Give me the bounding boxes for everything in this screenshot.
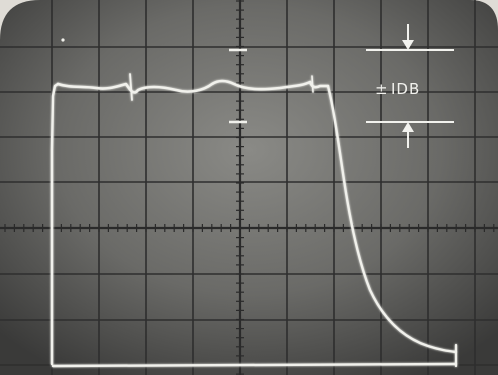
- trace-falling-edge: [326, 84, 458, 354]
- annotation-label: IDB: [391, 80, 420, 98]
- waveform-trace: [50, 73, 458, 368]
- trace-baseline: [51, 362, 458, 368]
- trace-rising-edge: [50, 82, 60, 366]
- up-arrow-icon: [402, 122, 414, 132]
- trace-spike: [129, 73, 133, 101]
- trace-dot: [61, 38, 65, 42]
- down-arrow-icon: [402, 40, 414, 50]
- db-annotation: [366, 24, 454, 148]
- annotation-plusminus: ±: [375, 80, 389, 98]
- tolerance-dashes: [229, 48, 247, 124]
- trace-flat-top: [56, 79, 330, 94]
- trace-spike-2: [311, 75, 314, 93]
